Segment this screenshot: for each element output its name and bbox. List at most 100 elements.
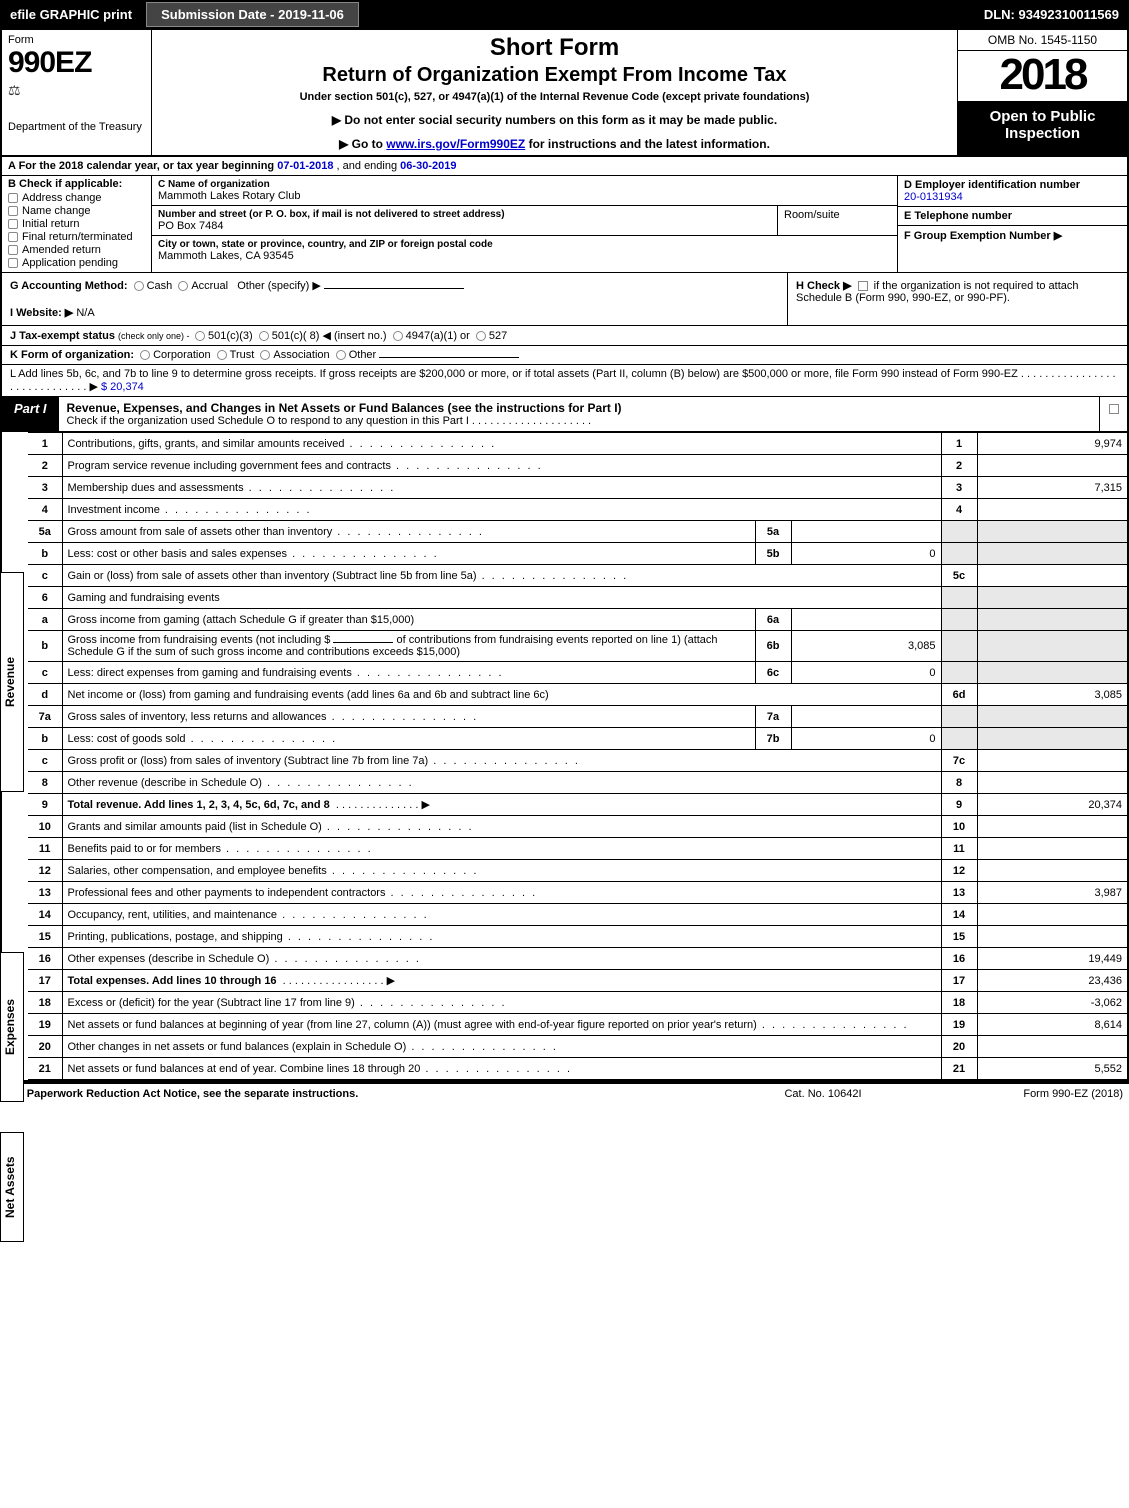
line-no: 11: [28, 838, 62, 860]
line-2: 2 Program service revenue including gove…: [28, 455, 1127, 477]
line-no: 5a: [28, 521, 62, 543]
k-opt-2: Association: [273, 349, 329, 361]
line-no: 21: [28, 1058, 62, 1080]
h-checkbox[interactable]: [858, 281, 868, 291]
shade-cell: [977, 587, 1127, 609]
footer-mid: Cat. No. 10642I: [723, 1088, 923, 1100]
g-accrual: Accrual: [191, 280, 228, 292]
form-word: Form: [8, 34, 145, 46]
line-desc: Gaming and fundraising events: [62, 587, 941, 609]
line-no: 10: [28, 816, 62, 838]
line-desc: Total expenses. Add lines 10 through 16 …: [62, 970, 941, 992]
radio-accrual[interactable]: [178, 281, 188, 291]
line-val: [977, 1036, 1127, 1058]
line-subval: 3,085: [791, 631, 941, 662]
line-3: 3 Membership dues and assessments 3 7,31…: [28, 477, 1127, 499]
line-numcol: 20: [941, 1036, 977, 1058]
irs-link[interactable]: www.irs.gov/Form990EZ: [386, 137, 525, 151]
line-numcol: 15: [941, 926, 977, 948]
line-desc: Gross profit or (loss) from sales of inv…: [62, 750, 941, 772]
part1-checkbox[interactable]: [1099, 397, 1127, 431]
radio-501c3[interactable]: [195, 331, 205, 341]
footer-right: Form 990-EZ (2018): [923, 1088, 1123, 1100]
line-numcol: 8: [941, 772, 977, 794]
org-name: Mammoth Lakes Rotary Club: [158, 190, 891, 202]
g-other-line[interactable]: [324, 288, 464, 289]
line-7a: 7a Gross sales of inventory, less return…: [28, 706, 1127, 728]
lines-wrap: Revenue Expenses Net Assets 1 Contributi…: [2, 432, 1127, 1080]
under-section: Under section 501(c), 527, or 4947(a)(1)…: [160, 91, 949, 103]
warning-line: ▶ Do not enter social security numbers o…: [160, 113, 949, 127]
line-numcol: 4: [941, 499, 977, 521]
line-subno: 6c: [755, 662, 791, 684]
line-numcol: 10: [941, 816, 977, 838]
line-subno: 7b: [755, 728, 791, 750]
line-desc: Professional fees and other payments to …: [62, 882, 941, 904]
radio-assoc[interactable]: [260, 350, 270, 360]
h-check: H Check ▶ if the organization is not req…: [787, 273, 1127, 325]
line-numcol: 3: [941, 477, 977, 499]
g-cash: Cash: [147, 280, 173, 292]
k-other-line[interactable]: [379, 357, 519, 358]
cb-amended-return[interactable]: Amended return: [8, 244, 145, 256]
line-subval: 0: [791, 543, 941, 565]
line-subno: 7a: [755, 706, 791, 728]
line-desc: Program service revenue including govern…: [62, 455, 941, 477]
part1-header: Part I Revenue, Expenses, and Changes in…: [2, 397, 1127, 432]
radio-527[interactable]: [476, 331, 486, 341]
line-no: 19: [28, 1014, 62, 1036]
radio-trust[interactable]: [217, 350, 227, 360]
row-a-begin: 07-01-2018: [277, 160, 333, 172]
line-no: 8: [28, 772, 62, 794]
k-opt-0: Corporation: [153, 349, 210, 361]
line-no: c: [28, 565, 62, 587]
radio-4947[interactable]: [393, 331, 403, 341]
org-address: PO Box 7484: [158, 220, 771, 232]
side-tab-netassets: Net Assets: [0, 1132, 24, 1242]
line-desc: Investment income: [62, 499, 941, 521]
cb-application-pending[interactable]: Application pending: [8, 257, 145, 269]
line-14: 14Occupancy, rent, utilities, and mainte…: [28, 904, 1127, 926]
line-desc: Other expenses (describe in Schedule O): [62, 948, 941, 970]
radio-other-org[interactable]: [336, 350, 346, 360]
blank-line[interactable]: [333, 642, 393, 643]
line-subval: 0: [791, 728, 941, 750]
line-no: 16: [28, 948, 62, 970]
top-bar: efile GRAPHIC print Submission Date - 20…: [0, 0, 1129, 28]
submission-date: Submission Date - 2019-11-06: [146, 2, 359, 27]
cb-final-return[interactable]: Final return/terminated: [8, 231, 145, 243]
line-no: 17: [28, 970, 62, 992]
c-name-cell: C Name of organization Mammoth Lakes Rot…: [152, 176, 897, 205]
line-numcol: 12: [941, 860, 977, 882]
l-text: L Add lines 5b, 6c, and 7b to line 9 to …: [10, 368, 1116, 393]
line-val: 3,987: [977, 882, 1127, 904]
line-desc: Less: direct expenses from gaming and fu…: [62, 662, 755, 684]
header-center: Short Form Return of Organization Exempt…: [152, 30, 957, 155]
line-numcol: 16: [941, 948, 977, 970]
line-val: [977, 926, 1127, 948]
addr-label: Number and street (or P. O. box, if mail…: [158, 209, 771, 220]
line-subno: 6a: [755, 609, 791, 631]
radio-501c[interactable]: [259, 331, 269, 341]
line-desc: Salaries, other compensation, and employ…: [62, 860, 941, 882]
cb-address-change[interactable]: Address change: [8, 192, 145, 204]
checkbox-icon: [8, 245, 18, 255]
line-desc: Net income or (loss) from gaming and fun…: [62, 684, 941, 706]
short-form-title: Short Form: [160, 34, 949, 62]
line-val: 23,436: [977, 970, 1127, 992]
room-suite: Room/suite: [777, 206, 897, 235]
radio-corp[interactable]: [140, 350, 150, 360]
j-row: J Tax-exempt status (check only one) - 5…: [2, 326, 1127, 346]
line-subval: [791, 706, 941, 728]
c-addr-cell: Number and street (or P. O. box, if mail…: [152, 206, 777, 235]
line-5c: c Gain or (loss) from sale of assets oth…: [28, 565, 1127, 587]
line-numcol: 13: [941, 882, 977, 904]
line-desc: Gross income from fundraising events (no…: [62, 631, 755, 662]
line-desc: Grants and similar amounts paid (list in…: [62, 816, 941, 838]
b-title: B Check if applicable:: [8, 178, 145, 190]
line-val: 3,085: [977, 684, 1127, 706]
line-numcol: 18: [941, 992, 977, 1014]
cb-initial-return[interactable]: Initial return: [8, 218, 145, 230]
cb-name-change[interactable]: Name change: [8, 205, 145, 217]
radio-cash[interactable]: [134, 281, 144, 291]
